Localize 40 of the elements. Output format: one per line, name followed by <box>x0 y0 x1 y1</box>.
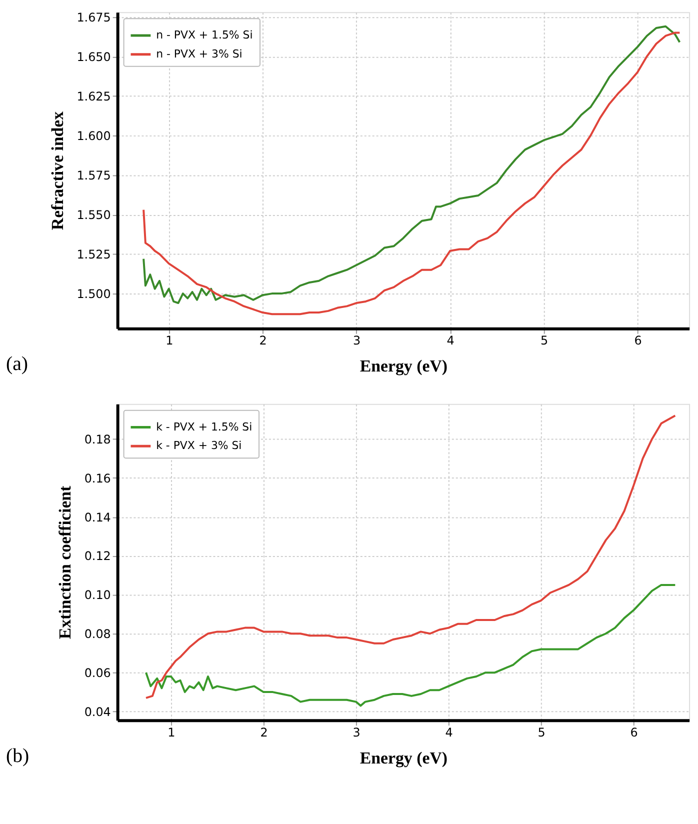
x-tick-label: 2 <box>260 725 268 740</box>
x-tick-label: 3 <box>353 334 361 348</box>
y-tick-label: 0.04 <box>84 705 111 719</box>
legend-label: n - PVX + 1.5% Si <box>156 28 253 42</box>
y-tick-label: 1.675 <box>76 10 111 24</box>
x-tick-label: 4 <box>446 334 454 348</box>
y-tick-label: 1.650 <box>76 50 111 64</box>
y-tick-label: 0.10 <box>84 588 111 602</box>
legend-label: n - PVX + 3% Si <box>156 47 242 60</box>
x-tick-label: 1 <box>168 725 176 740</box>
y-tick-label: 1.575 <box>76 168 111 182</box>
y-tick-label: 0.18 <box>84 432 111 446</box>
y-axis-title: Refractive index <box>48 110 67 230</box>
y-tick-label: 1.525 <box>76 248 111 262</box>
text: (a) <box>6 353 28 376</box>
x-tick-label: 4 <box>445 725 453 740</box>
y-tick-label: 1.625 <box>76 89 111 104</box>
x-tick-label: 6 <box>630 725 638 740</box>
x-axis-title: Energy (eV) <box>360 748 448 768</box>
x-tick-label: 3 <box>352 725 360 740</box>
line-series <box>145 414 676 699</box>
y-tick-label: 0.12 <box>84 549 111 564</box>
x-tick-label: 6 <box>634 334 642 348</box>
x-tick-label: 5 <box>538 725 546 740</box>
y-tick-label: 0.14 <box>84 510 111 524</box>
y-tick-label: 0.08 <box>84 627 111 642</box>
line-series <box>145 584 676 707</box>
text: (b) <box>6 744 30 767</box>
y-axis-title: Extinction coefficient <box>55 485 74 640</box>
x-tick-label: 1 <box>166 334 174 348</box>
x-tick-label: 2 <box>259 334 267 348</box>
x-axis-title: Energy (eV) <box>360 356 448 376</box>
y-tick-label: 1.600 <box>76 128 111 143</box>
y-tick-label: 0.06 <box>84 666 111 680</box>
y-tick-label: 0.16 <box>84 471 111 486</box>
y-tick-label: 1.500 <box>76 287 111 302</box>
y-tick-label: 1.550 <box>76 208 111 222</box>
legend-label: k - PVX + 3% Si <box>156 439 242 452</box>
legend-label: k - PVX + 1.5% Si <box>156 420 252 434</box>
x-tick-label: 5 <box>540 334 548 348</box>
